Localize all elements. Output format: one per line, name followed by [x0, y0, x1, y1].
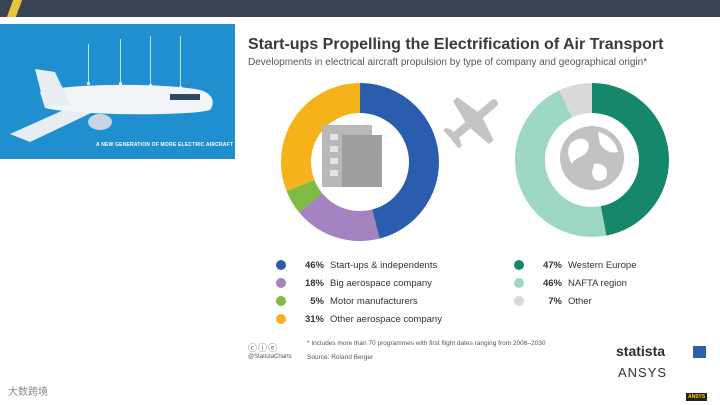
tail-fin: [35, 69, 70, 108]
banner-caption: A NEW GENERATION OF MORE ELECTRIC AIRCRA…: [96, 142, 234, 148]
ansys-badge: ANSYS: [686, 393, 708, 401]
legend-label: Big aerospace company: [330, 278, 432, 289]
legend-swatch: [276, 278, 286, 289]
airplane-icon: [443, 97, 498, 149]
legend-swatch: [276, 296, 286, 307]
source-note: Source: Roland Berger: [307, 354, 374, 361]
donut-region: [515, 83, 669, 237]
legend-swatch: [514, 278, 524, 289]
top-bar: [0, 0, 720, 17]
fuselage: [40, 84, 213, 115]
legend-percent: 18%: [304, 278, 324, 289]
chart-subtitle: Developments in electrical aircraft prop…: [248, 57, 648, 68]
donut-slice-other: [515, 83, 669, 237]
legend-item: 5% Motor manufacturers: [276, 296, 418, 307]
legend-item: 31% Other aerospace company: [276, 314, 442, 325]
cc-license: ⓒⓘⓔ @StatistaCharts: [248, 341, 292, 360]
legend-item: 46% Start-ups & independents: [276, 260, 437, 271]
cockpit-window: [170, 94, 200, 100]
legend-percent: 47%: [542, 260, 562, 271]
aircraft-drawing: [10, 69, 213, 142]
statista-logo-mark: [693, 346, 706, 358]
legend-item: 18% Big aerospace company: [276, 278, 432, 289]
legend-percent: 46%: [304, 260, 324, 271]
donut-slice-other-aerospace-company: [281, 83, 439, 241]
callout-dot: [149, 84, 152, 87]
charts-area: [281, 83, 669, 241]
legend-percent: 7%: [548, 296, 562, 307]
donut-slice-nafta-region: [515, 83, 669, 237]
legend-company: 46% Start-ups & independents 18% Big aeros…: [276, 260, 456, 332]
legend-label: Western Europe: [568, 260, 637, 271]
callout-line: [180, 36, 181, 88]
top-bar-accent: [6, 0, 23, 17]
legend-swatch: [514, 296, 524, 307]
legend-swatch: [514, 260, 524, 271]
callout-line: [88, 44, 89, 84]
chart-title: Start-ups Propelling the Electrification…: [248, 36, 664, 53]
watermark-right: ANSYS: [618, 365, 668, 380]
donut-slice-motor-manufacturers: [281, 83, 439, 241]
callout-line: [120, 39, 121, 84]
statista-logo[interactable]: statista: [616, 343, 666, 359]
engine: [88, 114, 112, 130]
aircraft-illustration: A NEW GENERATION OF MORE ELECTRIC AIRCRA…: [0, 24, 235, 159]
footnote: * Includes more than 70 programmes with …: [307, 340, 546, 347]
legend-percent: 31%: [304, 314, 324, 325]
legend-percent: 5%: [310, 296, 324, 307]
callout-dot: [119, 82, 122, 85]
donut-company: [281, 83, 439, 241]
legend-item: 46% NAFTA region: [514, 278, 627, 289]
globe-icon: [560, 126, 624, 190]
callout-line: [150, 36, 151, 86]
callout-dot: [179, 86, 182, 89]
donut-slice-western-europe: [515, 83, 669, 237]
legend-percent: 46%: [542, 278, 562, 289]
callout-dot: [87, 82, 90, 85]
legend-region: 47% Western Europe 46% NAFTA region 7% Othe…: [514, 260, 694, 314]
building-icon: [322, 125, 382, 187]
legend-swatch: [276, 314, 286, 325]
legend-label: Other aerospace company: [330, 314, 442, 325]
legend-label: Start-ups & independents: [330, 260, 438, 271]
legend-item: 47% Western Europe: [514, 260, 636, 271]
legend-label: Other: [568, 296, 592, 307]
cc-icons: ⓒⓘⓔ: [248, 343, 279, 353]
cc-handle: @StatistaCharts: [248, 354, 292, 360]
legend-label: NAFTA region: [568, 278, 627, 289]
legend-item: 7% Other: [514, 296, 592, 307]
legend-label: Motor manufacturers: [330, 296, 418, 307]
legend-swatch: [276, 260, 286, 271]
watermark-left: 大数跨境: [8, 387, 48, 398]
